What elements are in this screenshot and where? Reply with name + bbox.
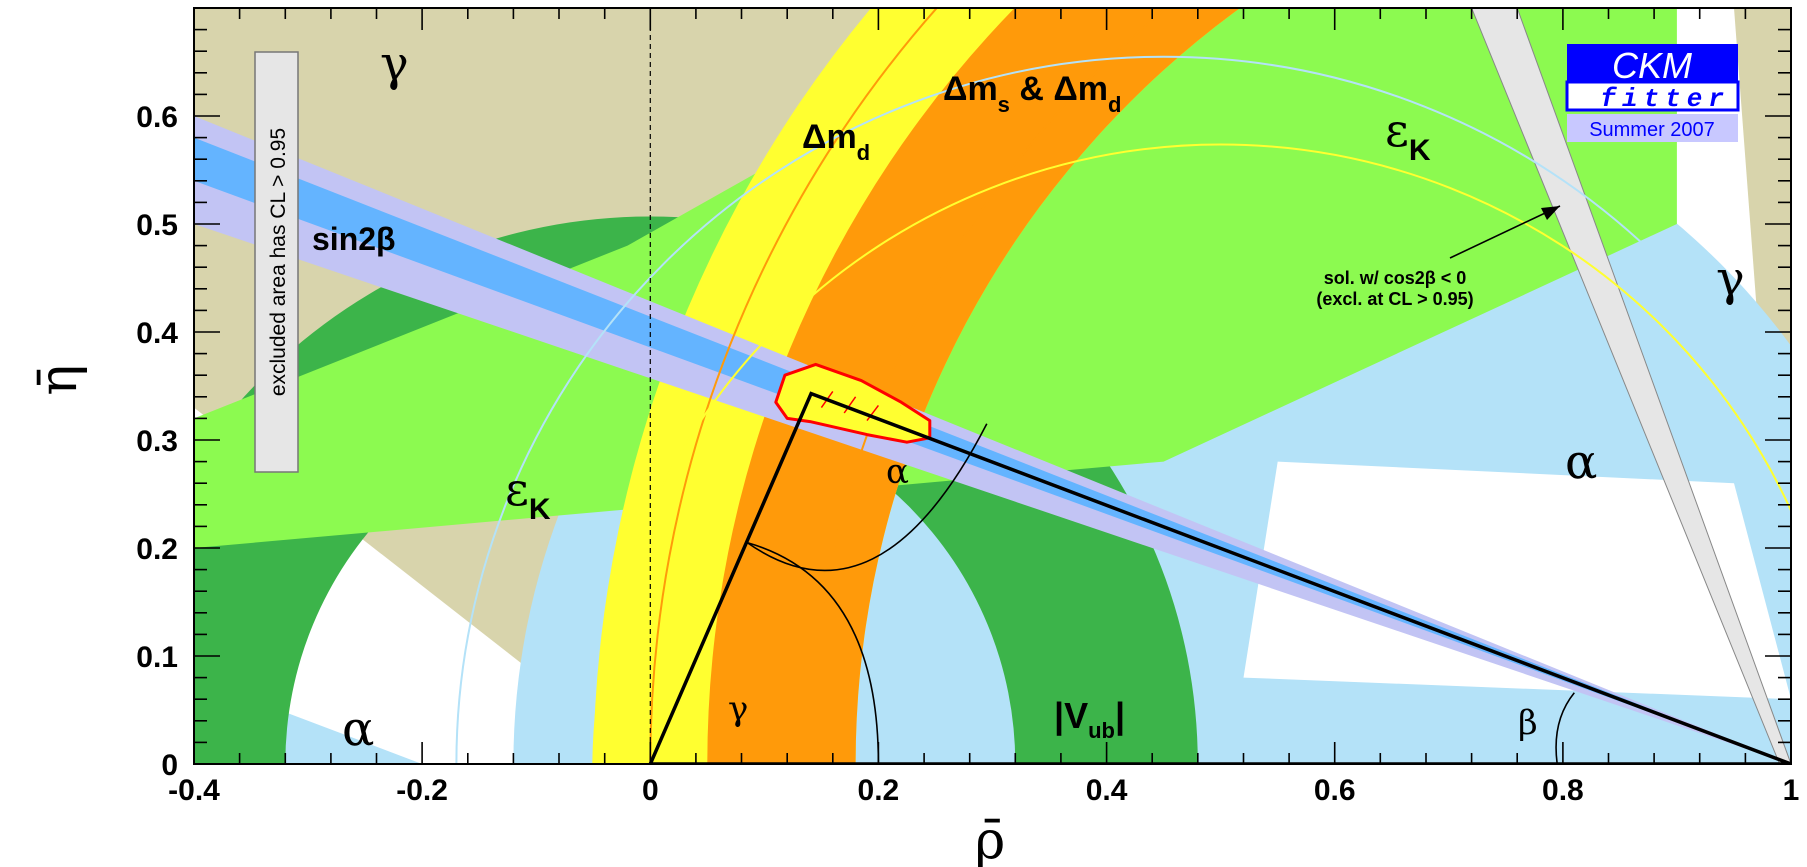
x-tick-label: 0.8 <box>1542 774 1584 807</box>
delta-md2-sub: d <box>1108 92 1121 117</box>
vub-sub: ub <box>1088 718 1115 743</box>
delta-ms-md-label: Δms & Δmd <box>943 70 1122 117</box>
y-tick-label: 0.1 <box>136 641 178 674</box>
logo-fitter-text: fitter <box>1600 84 1730 114</box>
delta-ms-text: Δm <box>943 70 998 108</box>
axis-ticks <box>193 7 1792 765</box>
vub-end: | <box>1115 695 1125 737</box>
epsilon-sub: K <box>1409 134 1431 167</box>
sin2beta-band-outer <box>194 116 1791 764</box>
delta-ms-sub: s <box>998 92 1010 117</box>
x-tick-label: -0.4 <box>168 774 220 807</box>
vub-label: |Vub| <box>1054 695 1125 743</box>
epsilon-text: ε <box>1385 103 1409 157</box>
alpha-angle-arc <box>746 423 988 572</box>
cos2beta-arrow-head <box>1541 206 1560 220</box>
hatch-line <box>843 396 857 414</box>
x-tick-label: 0 <box>642 774 659 807</box>
y-tick-label: 0 <box>161 749 178 782</box>
logo-bottom-box <box>1567 114 1738 142</box>
unitarity-triangle-sides <box>648 391 1791 764</box>
delta-md-sub: d <box>857 140 870 165</box>
x-tick-label: 1 <box>1783 774 1800 807</box>
x-tick-labels: -0.4 -0.2 0 0.2 0.4 0.6 0.8 1 <box>168 774 1799 807</box>
alpha-contour <box>455 55 1791 764</box>
epsilon-k-label-top: εK <box>1385 103 1431 167</box>
excluded-note-text: excluded area has CL > 0.95 <box>267 128 290 396</box>
x-tick-label: -0.2 <box>396 774 448 807</box>
logo-mid-box <box>1565 80 1740 112</box>
epsilon-text: ε <box>505 462 529 516</box>
cos2beta-note-line2: (excl. at CL > 0.95) <box>1316 289 1473 309</box>
alpha-excluded-white <box>1243 461 1791 700</box>
alpha-label-right: α <box>1565 434 1597 490</box>
y-tick-label: 0.5 <box>136 209 178 242</box>
ckmfitter-logo: CKM fitter Summer 2007 <box>1565 44 1740 142</box>
x-tick-label: 0.6 <box>1314 774 1356 807</box>
sin2beta-label: sin2β <box>312 221 396 257</box>
x-axis-title: ρ̄ <box>975 811 1006 867</box>
y-axis-title: η̄ <box>29 364 89 395</box>
unitarity-triangle <box>648 391 1791 764</box>
cos2beta-note-line1: sol. w/ cos2β < 0 <box>1324 268 1467 288</box>
delta-md-contour <box>649 8 939 764</box>
delta-md-label: Δmd <box>802 118 870 165</box>
excluded-note-box <box>254 51 299 473</box>
delta-ms-contour <box>809 8 1168 764</box>
delta-ms-band <box>707 8 1241 764</box>
plot-frame <box>193 7 1792 765</box>
delta-ms-amp: & Δm <box>1010 70 1108 108</box>
gamma-label-right: γ <box>1716 251 1745 307</box>
plot-regions <box>194 8 1791 764</box>
beta-angle-label: β <box>1518 703 1538 743</box>
hatch-line <box>866 404 880 422</box>
angle-arcs <box>746 423 1575 764</box>
contour-lines <box>455 8 1791 764</box>
sin2beta-band-inner <box>194 137 1791 764</box>
epsilon-sub: K <box>529 493 551 526</box>
y-tick-label: 0.4 <box>136 317 178 350</box>
y-tick-label: 0.3 <box>136 425 178 458</box>
dmd-contour <box>592 143 1791 764</box>
gamma-angle-arc <box>746 541 880 764</box>
gamma-angle-label: γ <box>728 689 748 729</box>
cos2beta-arrow <box>1449 205 1561 259</box>
logo-top-box <box>1567 44 1738 82</box>
delta-md-text: Δm <box>802 118 857 156</box>
beta-angle-arc <box>1555 692 1575 764</box>
gamma-label-top: γ <box>380 36 409 92</box>
logo-ckm-text: CKM <box>1612 45 1692 86</box>
epsilon-k-label-left: εK <box>505 462 551 526</box>
alpha-angle-label: α <box>886 452 909 492</box>
y-tick-labels: 0 0.1 0.2 0.3 0.4 0.5 0.6 <box>136 101 178 782</box>
y-tick-label: 0.2 <box>136 533 178 566</box>
alpha-label-bottom: α <box>342 701 374 757</box>
vub-text: |V <box>1054 695 1088 737</box>
cos2beta-wedge <box>1471 8 1791 764</box>
x-tick-label: 0.2 <box>858 774 900 807</box>
logo-date-text: Summer 2007 <box>1589 119 1715 141</box>
x-tick-label: 0.4 <box>1086 774 1128 807</box>
y-tick-label: 0.6 <box>136 101 178 134</box>
